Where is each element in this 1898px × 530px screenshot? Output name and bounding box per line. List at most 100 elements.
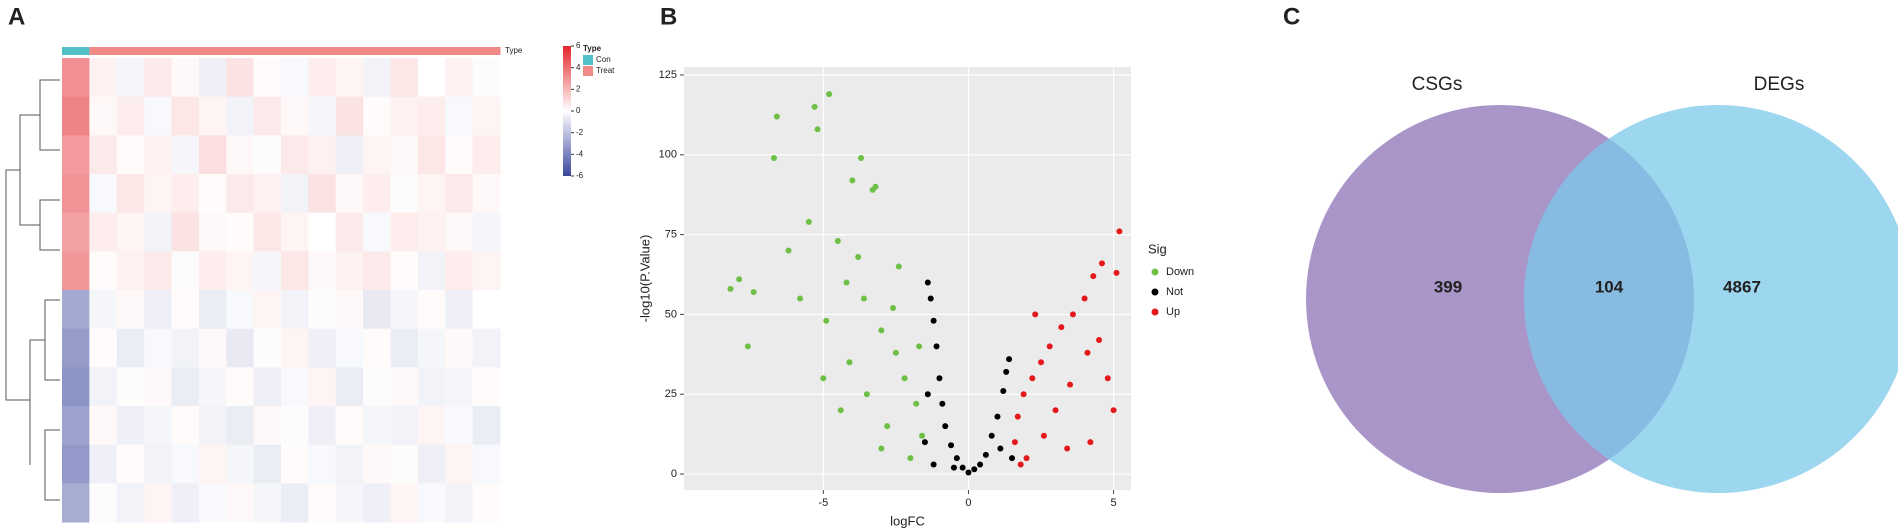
heatmap-cell bbox=[417, 367, 446, 407]
point bbox=[797, 295, 804, 302]
point bbox=[959, 464, 966, 471]
point bbox=[1067, 381, 1074, 388]
heatmap-cell bbox=[363, 444, 391, 484]
heatmap-cell bbox=[472, 290, 501, 330]
heatmap-cell bbox=[226, 367, 255, 407]
plot-background bbox=[684, 67, 1131, 490]
point bbox=[971, 466, 978, 473]
point bbox=[939, 400, 946, 407]
heatmap-cell bbox=[226, 58, 255, 98]
heatmap-cell bbox=[445, 406, 474, 446]
heatmap-cell bbox=[62, 328, 90, 368]
point bbox=[846, 359, 853, 366]
heatmap-cell bbox=[171, 174, 200, 214]
legend-title: Sig bbox=[1148, 241, 1167, 256]
heatmap-cell bbox=[281, 406, 309, 446]
heatmap-cell bbox=[472, 406, 501, 446]
heatmap-cell bbox=[417, 251, 446, 291]
heatmap-cell bbox=[417, 96, 446, 136]
heatmap-cell bbox=[89, 174, 118, 214]
heatmap-cell bbox=[171, 328, 200, 368]
legend-title: Type bbox=[583, 44, 602, 53]
point bbox=[924, 279, 931, 286]
point bbox=[863, 391, 870, 398]
point bbox=[744, 343, 751, 350]
heatmap-cell bbox=[445, 290, 474, 330]
region-count: 399 bbox=[1434, 277, 1462, 296]
heatmap-cell bbox=[226, 174, 255, 214]
heatmap-cell bbox=[390, 212, 419, 252]
legend-label: Con bbox=[596, 55, 611, 64]
point bbox=[1098, 260, 1105, 267]
point bbox=[773, 113, 780, 120]
heatmap-cell bbox=[89, 290, 118, 330]
heatmap-cell bbox=[62, 251, 90, 291]
point bbox=[1000, 388, 1007, 395]
heatmap-cell bbox=[472, 328, 501, 368]
heatmap-cell bbox=[226, 251, 255, 291]
heatmap-cell bbox=[390, 251, 419, 291]
heatmap-cell bbox=[226, 483, 255, 523]
color-tick-label: -4 bbox=[576, 149, 584, 158]
heatmap-cell bbox=[171, 212, 200, 252]
sample-type-cell bbox=[62, 47, 90, 55]
x-tick-label: -5 bbox=[818, 497, 828, 509]
point bbox=[1116, 228, 1123, 235]
legend-marker bbox=[1151, 268, 1159, 276]
heatmap-cell bbox=[171, 251, 200, 291]
point bbox=[927, 295, 934, 302]
heatmap-cell bbox=[226, 406, 255, 446]
heatmap-cell bbox=[89, 328, 118, 368]
heatmap-cell bbox=[472, 251, 501, 291]
set-label: CSGs bbox=[1412, 74, 1463, 95]
heatmap-cell bbox=[445, 328, 474, 368]
color-tick-label: 6 bbox=[576, 41, 581, 50]
legend-label: Treat bbox=[596, 66, 615, 75]
heatmap-cell bbox=[363, 406, 391, 446]
point bbox=[933, 343, 940, 350]
sample-type-cell bbox=[89, 47, 118, 55]
heatmap-cell bbox=[335, 328, 364, 368]
heatmap-cell bbox=[62, 406, 90, 446]
heatmap-cell bbox=[171, 135, 200, 175]
heatmap-cell bbox=[390, 444, 419, 484]
point bbox=[1032, 311, 1039, 318]
point bbox=[1008, 455, 1015, 462]
heatmap-cell bbox=[253, 367, 282, 407]
heatmap-cell bbox=[198, 58, 227, 98]
point bbox=[1110, 407, 1117, 414]
point bbox=[916, 343, 923, 350]
heatmap-cell bbox=[390, 174, 419, 214]
heatmap-cell bbox=[226, 96, 255, 136]
heatmap-cell bbox=[445, 367, 474, 407]
point bbox=[1006, 356, 1013, 363]
heatmap-cell bbox=[335, 483, 364, 523]
point bbox=[930, 461, 937, 468]
heatmap-cell bbox=[390, 58, 419, 98]
point bbox=[901, 375, 908, 382]
heatmap-cell bbox=[171, 58, 200, 98]
heatmap-cell bbox=[390, 96, 419, 136]
heatmap-cell bbox=[116, 328, 145, 368]
point bbox=[988, 432, 995, 439]
heatmap-cell bbox=[62, 96, 90, 136]
heatmap-cell bbox=[390, 290, 419, 330]
y-tick-label: 0 bbox=[671, 468, 677, 480]
heatmap-cell bbox=[116, 406, 145, 446]
sample-type-cell bbox=[390, 47, 419, 55]
sample-type-cell bbox=[198, 47, 227, 55]
heatmap-cell bbox=[417, 328, 446, 368]
heatmap-cell bbox=[335, 135, 364, 175]
heatmap-cell bbox=[62, 135, 90, 175]
point bbox=[736, 276, 743, 283]
heatmap-cell bbox=[253, 290, 282, 330]
heatmap-cell bbox=[445, 174, 474, 214]
x-tick-label: 0 bbox=[965, 497, 971, 509]
panel-label: C bbox=[1283, 3, 1300, 30]
heatmap-cell bbox=[335, 58, 364, 98]
heatmap-cell bbox=[144, 251, 172, 291]
heatmap-cell bbox=[198, 174, 227, 214]
set-label: DEGs bbox=[1754, 74, 1805, 95]
heatmap-cell bbox=[144, 135, 172, 175]
